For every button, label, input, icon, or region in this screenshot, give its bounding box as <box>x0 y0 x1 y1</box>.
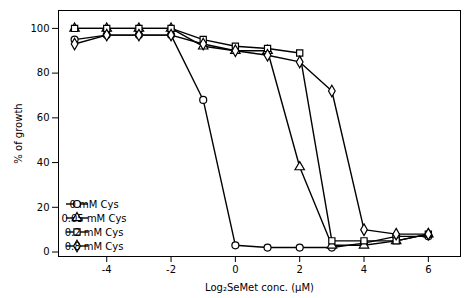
svg-text:4: 4 <box>361 264 367 275</box>
svg-text:20: 20 <box>37 202 50 213</box>
svg-text:40: 40 <box>37 157 50 168</box>
svg-text:0 mM Cys: 0 mM Cys <box>69 199 118 210</box>
svg-text:Log₂SeMet conc. (μM): Log₂SeMet conc. (μM) <box>205 282 314 293</box>
svg-text:0: 0 <box>43 246 49 257</box>
svg-text:-4: -4 <box>102 264 112 275</box>
svg-text:2: 2 <box>297 264 303 275</box>
svg-text:0.2 mM Cys: 0.2 mM Cys <box>65 227 124 238</box>
svg-text:60: 60 <box>37 112 50 123</box>
svg-text:-2: -2 <box>166 264 176 275</box>
svg-text:0.05 mM Cys: 0.05 mM Cys <box>61 213 126 224</box>
svg-text:0: 0 <box>232 264 238 275</box>
svg-text:80: 80 <box>37 67 50 78</box>
svg-text:100: 100 <box>30 23 49 34</box>
svg-text:0.8 mM Cys: 0.8 mM Cys <box>65 241 124 252</box>
svg-text:% of growth: % of growth <box>13 103 24 163</box>
svg-text:6: 6 <box>425 264 431 275</box>
